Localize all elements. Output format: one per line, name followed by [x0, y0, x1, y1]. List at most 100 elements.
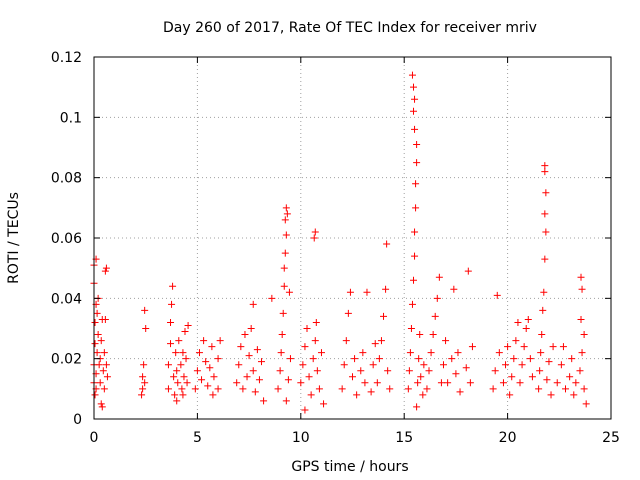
data-point — [541, 255, 549, 263]
data-point — [342, 337, 350, 345]
data-points — [90, 71, 590, 414]
data-point — [251, 388, 259, 396]
data-point — [175, 337, 183, 345]
grid-lines — [94, 57, 611, 419]
data-point — [405, 367, 413, 375]
data-point — [99, 367, 107, 375]
data-point — [138, 391, 146, 399]
data-point — [216, 337, 224, 345]
data-point — [353, 391, 361, 399]
data-point — [93, 309, 101, 317]
data-point — [454, 349, 462, 357]
data-point — [102, 264, 110, 272]
data-point — [237, 343, 245, 351]
data-point — [282, 397, 290, 405]
data-point — [285, 288, 293, 296]
data-point — [260, 397, 268, 405]
data-point — [512, 337, 520, 345]
data-point — [91, 340, 99, 348]
data-point — [283, 210, 291, 218]
data-point — [139, 373, 147, 381]
data-point — [522, 325, 530, 332]
data-point — [193, 367, 201, 375]
data-point — [141, 306, 149, 314]
x-tick-label: 10 — [292, 430, 310, 446]
data-point — [349, 373, 356, 381]
data-point — [279, 309, 287, 317]
data-point — [297, 379, 305, 387]
data-point — [198, 376, 206, 384]
data-point — [214, 385, 222, 393]
y-tick-label: 0.12 — [51, 50, 82, 66]
data-point — [280, 264, 288, 272]
data-point — [280, 282, 288, 290]
data-point — [466, 379, 474, 387]
data-point — [274, 385, 282, 393]
data-point — [439, 361, 447, 369]
data-point — [543, 376, 551, 384]
data-point — [164, 385, 172, 393]
data-point — [411, 95, 419, 103]
x-tick-label: 5 — [193, 430, 202, 446]
data-point — [442, 337, 450, 345]
data-point — [559, 343, 567, 351]
data-point — [541, 168, 549, 176]
data-point — [168, 300, 176, 308]
data-point — [414, 379, 422, 387]
data-point — [338, 385, 346, 393]
data-point — [307, 391, 315, 399]
data-point — [249, 300, 257, 308]
data-point — [245, 352, 253, 360]
data-point — [383, 240, 391, 248]
data-point — [380, 312, 388, 320]
data-point — [243, 373, 251, 381]
data-point — [249, 367, 257, 375]
data-point — [419, 391, 427, 399]
data-point — [172, 349, 180, 357]
data-point — [174, 379, 182, 387]
data-point — [452, 370, 460, 378]
data-point — [317, 349, 325, 357]
data-point — [518, 361, 526, 369]
data-point — [557, 361, 565, 369]
y-tick-label: 0.04 — [51, 291, 82, 307]
data-point — [91, 318, 99, 326]
data-point — [528, 373, 536, 381]
data-point — [100, 349, 108, 357]
data-point — [464, 267, 472, 275]
data-point — [202, 358, 210, 366]
data-point — [311, 228, 319, 236]
data-point — [277, 349, 285, 357]
data-point — [520, 343, 528, 351]
data-point — [344, 309, 352, 317]
data-point — [526, 355, 534, 363]
data-point — [101, 267, 109, 275]
data-point — [167, 340, 175, 348]
data-point — [578, 285, 586, 293]
data-point — [101, 315, 109, 323]
data-point — [580, 331, 588, 339]
data-point — [97, 337, 105, 345]
data-point — [357, 367, 365, 375]
data-point — [570, 391, 578, 399]
data-point — [313, 367, 321, 375]
data-point — [375, 355, 383, 363]
data-point — [195, 349, 203, 357]
data-point — [281, 216, 289, 224]
data-point — [173, 367, 181, 375]
data-point — [206, 364, 214, 372]
y-tick-label: 0 — [73, 412, 82, 428]
data-point — [433, 294, 441, 302]
data-point — [182, 355, 190, 363]
data-point — [495, 349, 503, 357]
data-point — [386, 385, 394, 393]
data-point — [408, 300, 416, 308]
data-point — [284, 376, 292, 384]
data-point — [96, 379, 104, 387]
data-point — [425, 367, 433, 375]
data-point — [310, 234, 318, 242]
x-tick-label: 25 — [602, 430, 620, 446]
data-point — [578, 349, 586, 357]
data-point — [178, 385, 186, 393]
data-point — [208, 343, 216, 351]
